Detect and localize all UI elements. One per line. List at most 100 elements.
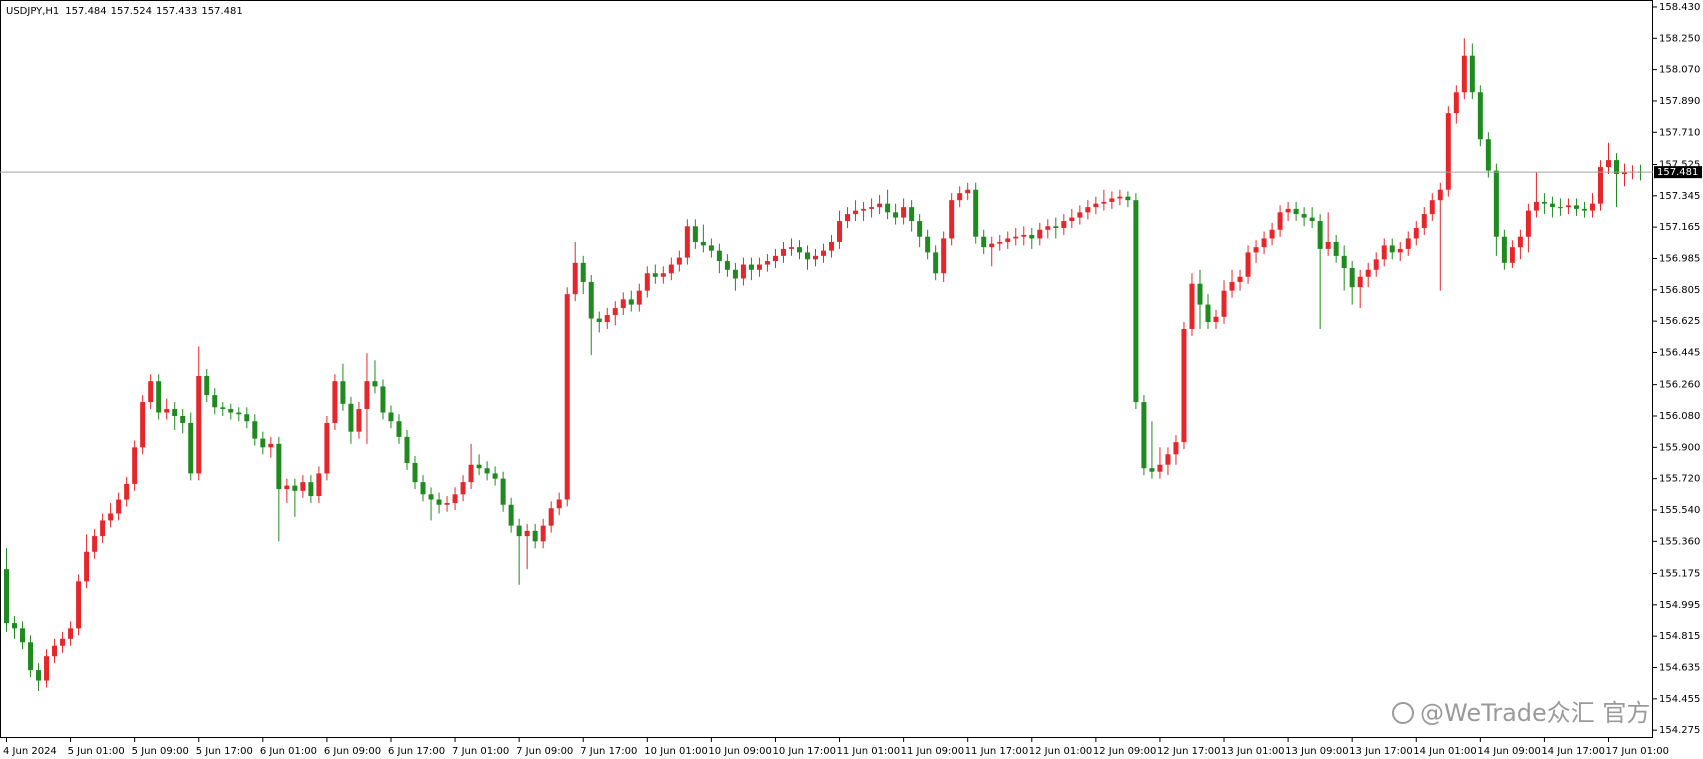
candle-body bbox=[516, 525, 522, 537]
candle-body bbox=[1365, 269, 1371, 277]
x-tick-label: 7 Jun 09:00 bbox=[516, 746, 573, 757]
x-tick-label: 11 Jun 09:00 bbox=[901, 746, 965, 757]
candle-body bbox=[1285, 208, 1291, 213]
candle-body bbox=[1013, 236, 1019, 239]
candle-body bbox=[652, 273, 658, 277]
candle-body bbox=[44, 656, 50, 681]
candle-body bbox=[332, 381, 338, 423]
candle-body bbox=[877, 203, 883, 208]
candle-body bbox=[1565, 205, 1571, 208]
candle-body bbox=[364, 381, 370, 410]
candles bbox=[4, 38, 1644, 692]
candle-body bbox=[644, 273, 650, 291]
candle-body bbox=[821, 250, 827, 256]
candle-body bbox=[1325, 241, 1331, 249]
candle-body bbox=[436, 499, 442, 505]
x-tick-label: 10 Jun 17:00 bbox=[772, 746, 836, 757]
candle-body bbox=[588, 281, 594, 319]
candle-body bbox=[837, 221, 843, 242]
candle-body bbox=[1469, 55, 1475, 93]
candle-body bbox=[484, 468, 490, 474]
candle-body bbox=[772, 255, 778, 262]
candle-body bbox=[60, 638, 66, 646]
candle-body bbox=[124, 483, 130, 500]
candle-body bbox=[508, 504, 514, 526]
candle-body bbox=[1373, 259, 1379, 270]
candle-body bbox=[28, 642, 34, 671]
candle-body bbox=[965, 189, 971, 194]
x-tick-label: 5 Jun 17:00 bbox=[196, 746, 253, 757]
candle-body bbox=[756, 264, 762, 270]
y-tick-label: 158.250 bbox=[1659, 33, 1700, 44]
candle-body bbox=[76, 581, 82, 629]
candle-body bbox=[204, 375, 210, 396]
candle-body bbox=[12, 623, 18, 629]
candle-body bbox=[668, 264, 674, 274]
x-tick-label: 11 Jun 17:00 bbox=[965, 746, 1029, 757]
y-tick-label: 157.710 bbox=[1659, 127, 1700, 138]
candle-body bbox=[420, 482, 426, 495]
x-tick-label: 14 Jun 09:00 bbox=[1477, 746, 1541, 757]
candle-body bbox=[829, 241, 835, 251]
x-tick-label: 17 Jun 01:00 bbox=[1606, 746, 1670, 757]
y-tick-label: 158.070 bbox=[1659, 65, 1700, 76]
candle-body bbox=[973, 189, 979, 237]
x-tick-label: 6 Jun 01:00 bbox=[260, 746, 317, 757]
x-tick-label: 13 Jun 09:00 bbox=[1285, 746, 1349, 757]
candle-body bbox=[1349, 268, 1355, 288]
candle-body bbox=[316, 473, 322, 497]
candle-body bbox=[1277, 212, 1283, 230]
candle-body bbox=[1437, 189, 1443, 201]
x-tick-label: 5 Jun 01:00 bbox=[68, 746, 125, 757]
candle-body bbox=[1501, 236, 1507, 263]
candle-body bbox=[949, 200, 955, 239]
candle-body bbox=[52, 645, 58, 657]
candle-body bbox=[20, 628, 26, 643]
candle-body bbox=[636, 290, 642, 305]
candle-body bbox=[1141, 402, 1147, 469]
candle-body bbox=[1133, 200, 1139, 403]
candle-body bbox=[596, 318, 602, 323]
x-tick-label: 12 Jun 17:00 bbox=[1157, 746, 1221, 757]
y-tick-label: 157.165 bbox=[1659, 222, 1700, 233]
candle-body bbox=[732, 269, 738, 279]
candle-body bbox=[1045, 226, 1051, 230]
candle-body bbox=[1581, 208, 1587, 211]
x-tick-label: 5 Jun 09:00 bbox=[132, 746, 189, 757]
y-tick-label: 156.080 bbox=[1659, 411, 1700, 422]
y-tick-label: 157.525 bbox=[1659, 159, 1700, 170]
candle-body bbox=[981, 236, 987, 248]
candle-body bbox=[148, 381, 154, 403]
price-label: 157.481 bbox=[1657, 167, 1698, 178]
candle-body bbox=[1614, 160, 1620, 175]
candle-body bbox=[276, 443, 282, 490]
candle-body bbox=[861, 208, 867, 211]
candle-body bbox=[933, 252, 939, 274]
candle-body bbox=[1557, 207, 1563, 209]
x-tick-label: 6 Jun 17:00 bbox=[388, 746, 445, 757]
x-tick-label: 13 Jun 17:00 bbox=[1349, 746, 1413, 757]
candle-body bbox=[1309, 217, 1315, 222]
candle-body bbox=[1622, 172, 1628, 175]
candle-body bbox=[468, 464, 474, 483]
y-tick-label: 154.815 bbox=[1659, 631, 1700, 642]
candle-body bbox=[572, 262, 578, 295]
x-tick-label: 11 Jun 01:00 bbox=[837, 746, 901, 757]
candle-body bbox=[524, 530, 530, 537]
candle-body bbox=[1101, 201, 1107, 204]
candle-body bbox=[1589, 203, 1595, 211]
candle-body bbox=[412, 462, 418, 483]
candle-body bbox=[1109, 198, 1115, 202]
candle-body bbox=[476, 464, 482, 469]
candle-body bbox=[1197, 283, 1203, 305]
y-tick-label: 155.540 bbox=[1659, 505, 1700, 516]
candle-body bbox=[108, 513, 114, 521]
last-low: 157.433 bbox=[156, 6, 197, 17]
candle-body bbox=[1253, 247, 1259, 253]
candle-body bbox=[1381, 245, 1387, 260]
y-tick-label: 154.275 bbox=[1659, 725, 1700, 736]
candle-body bbox=[4, 569, 9, 624]
candle-body bbox=[885, 203, 891, 213]
